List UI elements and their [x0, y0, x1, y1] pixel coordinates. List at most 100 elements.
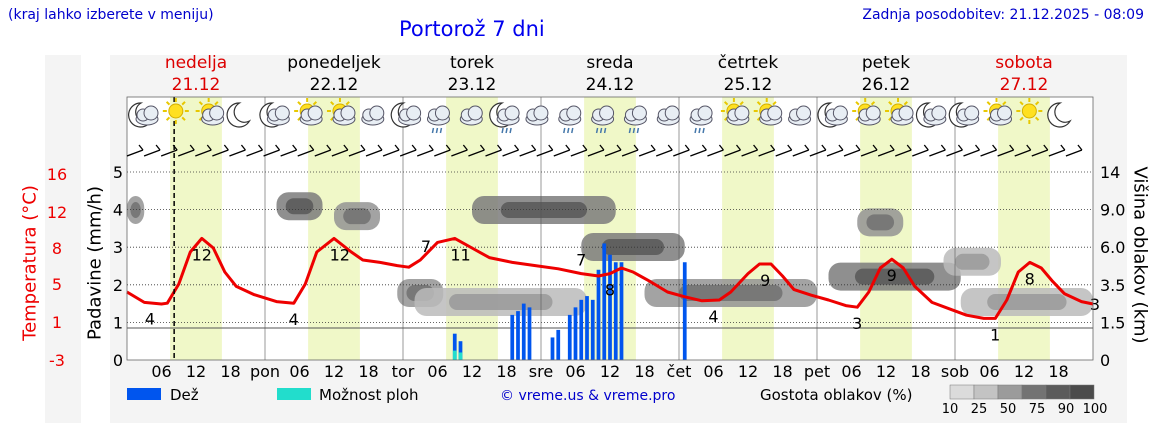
wind-barb-flag	[548, 144, 554, 151]
x-tick-label: 12	[462, 362, 482, 381]
last-updated: Zadnja posodobitev: 21.12.2025 - 08:09	[862, 7, 1144, 23]
day-name: sreda	[586, 53, 633, 73]
rain-bar	[510, 314, 515, 360]
wind-barb-flag	[821, 144, 827, 151]
x-tick-label: 12	[876, 362, 896, 381]
wind-barb-flag	[565, 144, 571, 151]
wind-barb	[485, 149, 502, 157]
rain-bar	[608, 254, 612, 360]
x-tick-label: 12	[1014, 362, 1034, 381]
rain-bar	[521, 303, 526, 360]
sun-cloud-icon	[294, 98, 323, 126]
x-tick-label: 06	[841, 362, 861, 381]
wind-barb	[451, 149, 468, 157]
wind-barb	[690, 149, 707, 157]
temperature-label: 3	[852, 314, 862, 333]
x-tick-label: 18	[220, 362, 240, 381]
rain-bar	[516, 311, 520, 360]
cloud-layer-core	[866, 214, 895, 231]
x-tick-label: 06	[151, 362, 171, 381]
day-date: 24.12	[586, 75, 635, 95]
location-hint: (kraj lahko izberete v meniju)	[8, 7, 214, 23]
x-tick-label: 18	[358, 362, 378, 381]
wind-barb-flag	[428, 144, 434, 151]
wind-barb-flag	[172, 144, 178, 151]
wind-barb-flag	[343, 144, 349, 151]
wind-barb-flag	[667, 144, 673, 151]
wind-barb-flag	[974, 144, 981, 151]
rain-bar	[452, 333, 457, 360]
density-tick-label: 100	[1082, 402, 1108, 417]
sun-icon	[162, 98, 189, 124]
wind-barb	[673, 149, 690, 157]
wind-barb-flag	[377, 144, 383, 151]
rain-bar	[556, 329, 561, 360]
legend-rain-swatch	[127, 388, 161, 400]
wind-barb-flag	[906, 144, 912, 151]
wind-barb	[1031, 149, 1049, 157]
rain-bar	[590, 299, 595, 360]
rain-bar	[527, 307, 532, 360]
wind-barb-flag	[1060, 144, 1066, 151]
wind-barb-flag	[923, 144, 929, 151]
left-panel	[45, 55, 81, 423]
wind-barb	[314, 149, 332, 157]
cloud-layer-core	[449, 294, 553, 310]
copyright[interactable]: © vreme.us & vreme.pro	[500, 388, 676, 404]
x-tick-label: 18	[634, 362, 654, 381]
temperature-label: 3	[1090, 295, 1100, 314]
wind-barb-flag	[735, 144, 742, 151]
wind-barb-flag	[684, 144, 690, 151]
wind-barb-flag	[1009, 144, 1015, 151]
x-tick-label: 06	[979, 362, 999, 381]
cloud-layer-core	[343, 208, 371, 225]
wind-barb	[399, 149, 417, 157]
x-tick-label: 12	[738, 362, 758, 381]
wind-barb	[126, 149, 144, 157]
wind-barb	[741, 149, 758, 157]
wind-barb-flag	[496, 144, 503, 151]
wind-barb	[434, 149, 451, 157]
density-swatch	[1069, 384, 1095, 400]
showers-bar	[458, 352, 463, 360]
wind-barb-flag	[360, 144, 366, 151]
temperature-label: 7	[576, 251, 586, 270]
day-date: 25.12	[724, 75, 773, 95]
rain-bar	[602, 243, 607, 360]
wind-barb-flag	[872, 144, 878, 151]
sun-cloud-icon	[195, 98, 225, 126]
temperature-tick-label: -3	[49, 351, 65, 370]
temperature-label: 9	[760, 271, 770, 290]
rain-bar	[585, 296, 589, 360]
day-date: 22.12	[310, 75, 359, 95]
wind-barb-flag	[633, 144, 639, 151]
wind-barb	[758, 149, 775, 157]
moon-cloud-icon	[128, 102, 159, 128]
wind-barb	[604, 149, 622, 157]
sun-cloud-icon	[852, 98, 881, 126]
cloud-tick-label: 0	[1100, 351, 1110, 370]
daylight-band	[170, 97, 222, 360]
cloud-icon	[459, 105, 483, 126]
wind-barb	[212, 149, 229, 157]
wind-barb-flag	[957, 144, 963, 151]
temperature-label: 8	[605, 281, 615, 300]
day-name: petek	[862, 53, 910, 73]
rain-bar	[619, 262, 624, 360]
wind-barb	[912, 149, 929, 157]
wind-barb-flag	[479, 144, 485, 151]
moon-icon	[226, 102, 252, 128]
cloud-tick-label: 9.0	[1100, 201, 1125, 220]
density-tick-label: 25	[970, 402, 988, 417]
temperature-tick-label: 12	[47, 203, 67, 222]
wind-barb-flag	[275, 144, 281, 151]
rain-bar	[682, 262, 687, 360]
wind-barb	[160, 149, 178, 157]
wind-barb	[724, 149, 741, 157]
temperature-tick-label: 8	[52, 239, 62, 258]
moon-cloud-icon	[915, 102, 947, 128]
wind-barb	[826, 149, 844, 157]
day-date: 21.12	[172, 75, 221, 95]
temperature-label: 4	[289, 310, 299, 329]
showers-bar	[452, 350, 457, 360]
